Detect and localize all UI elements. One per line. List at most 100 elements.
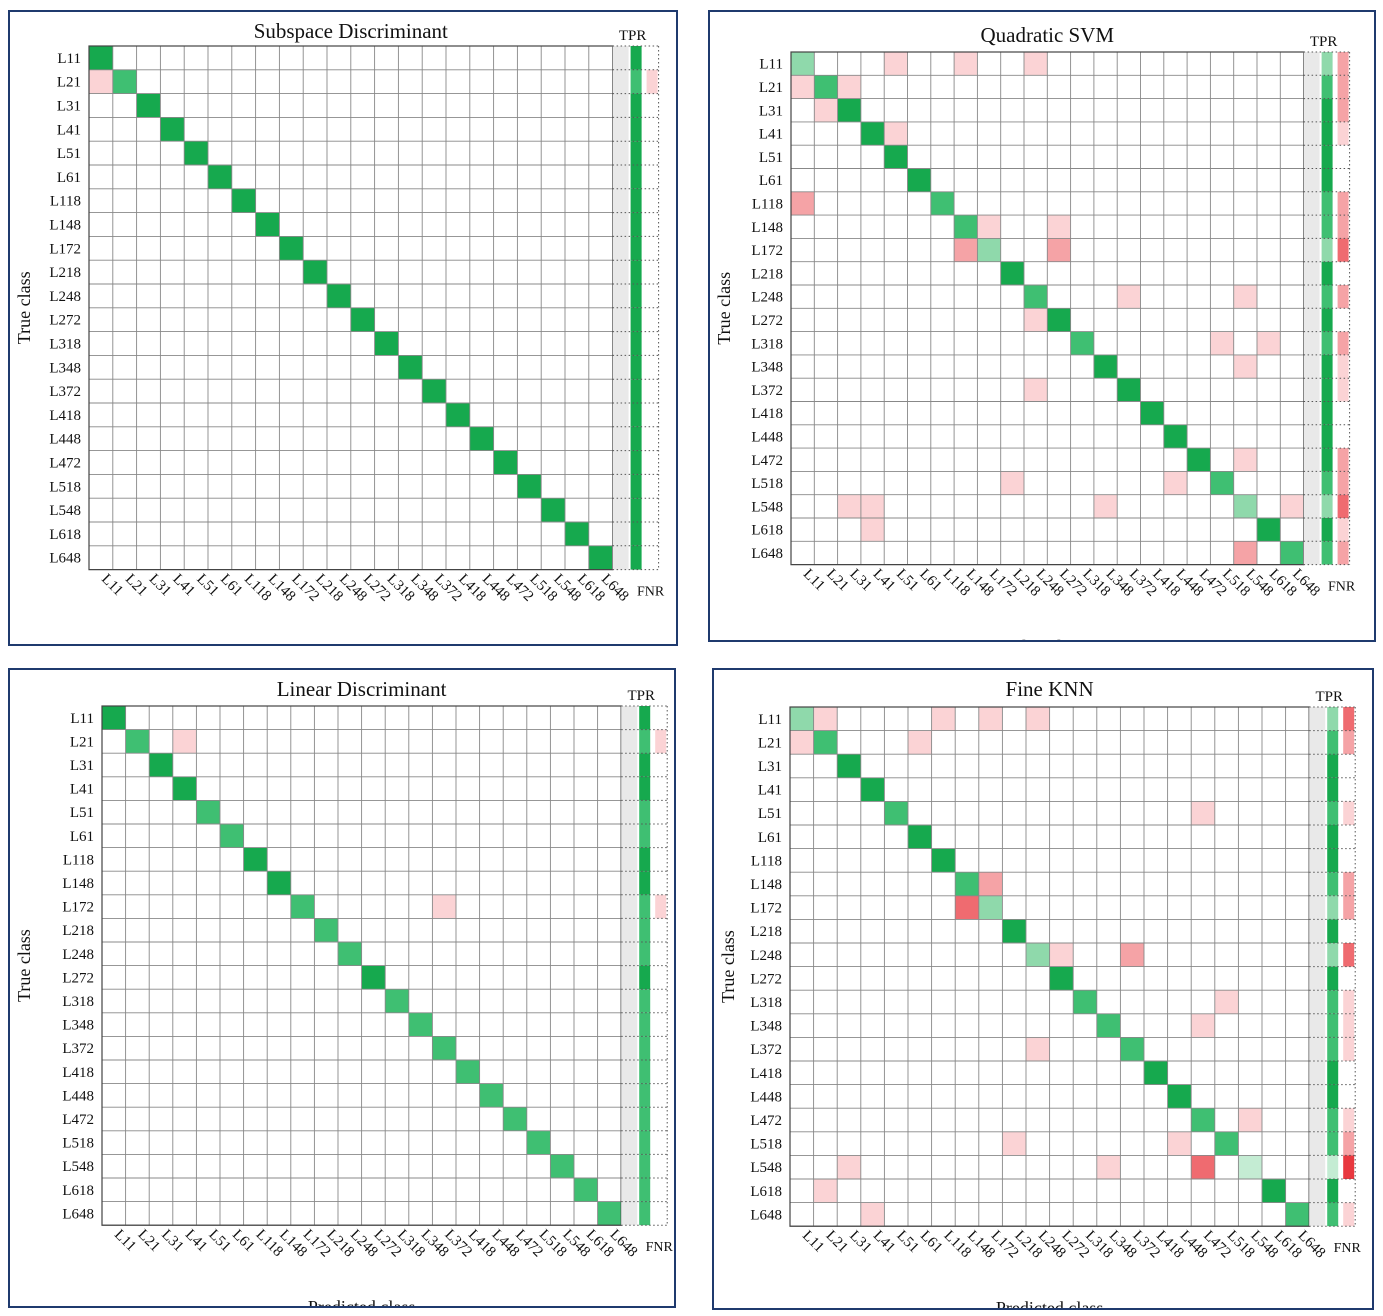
diagonal-cell (1280, 541, 1304, 565)
misclassified-cell (1163, 471, 1188, 495)
row-tick-label: L248 (49, 289, 81, 305)
tpr-strip-background (1309, 707, 1326, 1227)
row-tick-label: L148 (49, 218, 81, 234)
row-tick-label: L348 (62, 1018, 94, 1034)
row-tick-label: L172 (49, 241, 81, 257)
diagonal-cell (290, 894, 315, 919)
tpr-cell (1327, 777, 1339, 802)
diagonal-cell (89, 46, 113, 70)
fnr-cell (1337, 238, 1349, 262)
tpr-cell (1321, 471, 1333, 495)
column-tick-label: L31 (846, 566, 874, 594)
row-tick-label: L472 (751, 453, 783, 469)
row-tick-label: L118 (50, 194, 81, 210)
confusion-matrix-fine-knn: Fine KNN TPRFNRL11L21L31L41L51L61L118L148… (718, 677, 1362, 1308)
row-tick-label: L31 (57, 99, 81, 115)
tpr-cell (630, 260, 642, 284)
tpr-cell (630, 403, 642, 427)
diagonal-cell (408, 1012, 433, 1037)
y-axis-label: True class (714, 272, 734, 345)
diagonal-cell (574, 1178, 598, 1202)
fnr-label: FNR (1334, 1241, 1362, 1256)
diagonal-cell (422, 379, 446, 403)
diagonal-cell (243, 847, 268, 872)
diagonal-cell (196, 800, 220, 824)
misclassified-cell (1024, 378, 1048, 402)
diagonal-cell (1140, 401, 1164, 425)
row-tick-label: L618 (750, 1184, 782, 1200)
tpr-cell (1321, 191, 1333, 216)
tpr-cell (630, 474, 642, 499)
diagonal-cell (303, 260, 327, 284)
misclassified-cell (791, 191, 815, 216)
tpr-cell (1327, 943, 1339, 967)
row-tick-label: L548 (62, 1159, 94, 1175)
column-tick-label: L41 (870, 566, 898, 594)
row-tick-label: L218 (751, 266, 783, 282)
misclassified-cell (837, 75, 861, 99)
row-tick-label: L418 (62, 1065, 94, 1081)
x-axis-label: Predicted class (994, 637, 1101, 640)
tpr-cell (1321, 331, 1333, 355)
row-tick-label: L518 (49, 479, 81, 495)
row-tick-label: L518 (751, 476, 783, 492)
fnr-cell (1337, 541, 1349, 565)
fnr-cell (1343, 730, 1355, 755)
diagonal-cell (1214, 1131, 1239, 1156)
tpr-cell (1327, 707, 1339, 731)
diagonal-cell (456, 1060, 480, 1084)
tpr-cell (639, 1107, 651, 1131)
tpr-cell (639, 918, 651, 942)
tpr-cell (639, 1012, 651, 1037)
fnr-cell (1343, 1155, 1355, 1179)
row-tick-label: L41 (70, 782, 94, 798)
column-tick-label: L21 (135, 1227, 163, 1255)
tpr-cell (639, 706, 651, 730)
diagonal-cell (541, 498, 565, 522)
row-tick-label: L61 (758, 830, 782, 846)
row-tick-label: L348 (751, 360, 783, 376)
row-tick-label: L51 (70, 805, 94, 821)
row-tick-label: L21 (758, 735, 782, 751)
fnr-cell (1337, 448, 1349, 472)
misclassified-cell (978, 707, 1003, 731)
diagonal-cell (208, 165, 232, 189)
panel-linear-discriminant: Linear Discriminant TPR FNR L11 L21 L31 L41 L51… (8, 668, 676, 1308)
diagonal-cell (517, 474, 542, 499)
row-tick-label: L418 (750, 1066, 782, 1082)
diagonal-cell (1002, 919, 1026, 943)
diagonal-cell (978, 895, 1003, 920)
misclassified-cell (1233, 285, 1257, 309)
row-tick-label: L648 (751, 546, 783, 562)
column-tick-label: L11 (799, 1228, 827, 1256)
diagonal-cell (385, 989, 409, 1013)
misclassified-cell (1191, 1013, 1215, 1038)
row-tick-label: L248 (62, 947, 94, 963)
row-tick-label: L418 (49, 408, 81, 424)
diagonal-cell (908, 825, 932, 849)
misclassified-cell (977, 215, 1001, 239)
misclassified-cell (432, 894, 456, 919)
tpr-cell (639, 1130, 651, 1155)
confusion-matrix-quadratic-svm: Quadratic SVM TPRFNRL11L21L31L41L51L61L11… (714, 23, 1356, 640)
tpr-cell (630, 284, 642, 308)
tpr-cell (1321, 285, 1333, 309)
diagonal-cell (860, 777, 885, 802)
tpr-cell (1321, 168, 1333, 192)
tpr-cell (639, 1036, 651, 1060)
diagonal-cell (1163, 424, 1188, 449)
row-tick-label: L21 (57, 75, 81, 91)
x-axis-label: Predicted class (297, 642, 404, 644)
misclassified-cell (1238, 1108, 1262, 1132)
column-tick-label: L51 (193, 571, 221, 599)
tpr-cell (630, 379, 642, 403)
diagonal-cell (1096, 1013, 1121, 1038)
fnr-cell (655, 894, 667, 919)
tpr-cell (639, 871, 651, 895)
row-tick-label: L518 (750, 1137, 782, 1153)
fnr-cell (1337, 331, 1349, 355)
row-tick-label: L41 (759, 127, 783, 143)
row-tick-label: L472 (750, 1113, 782, 1129)
tpr-cell (1327, 825, 1339, 849)
row-tick-label: L218 (62, 923, 94, 939)
